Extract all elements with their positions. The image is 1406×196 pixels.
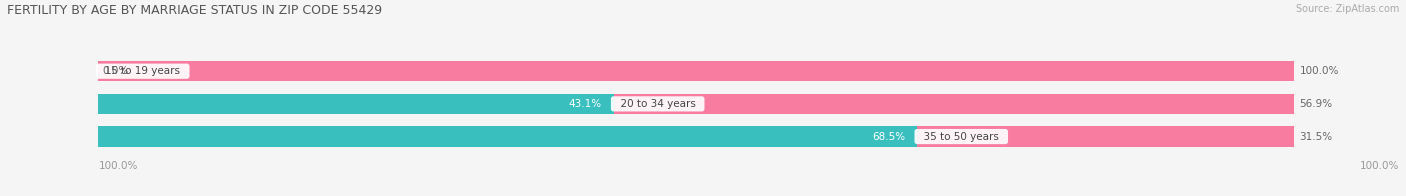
Text: 20 to 34 years: 20 to 34 years: [613, 99, 702, 109]
Text: Source: ZipAtlas.com: Source: ZipAtlas.com: [1295, 4, 1399, 14]
Text: 0.0%: 0.0%: [103, 66, 128, 76]
Text: 35 to 50 years: 35 to 50 years: [917, 132, 1005, 142]
Text: 31.5%: 31.5%: [1299, 132, 1333, 142]
Bar: [613, 94, 1294, 114]
Text: 68.5%: 68.5%: [872, 132, 905, 142]
Text: FERTILITY BY AGE BY MARRIAGE STATUS IN ZIP CODE 55429: FERTILITY BY AGE BY MARRIAGE STATUS IN Z…: [7, 4, 382, 17]
Text: 15 to 19 years: 15 to 19 years: [98, 66, 187, 76]
Bar: [98, 94, 1294, 114]
Text: 100.0%: 100.0%: [1360, 161, 1399, 171]
Bar: [917, 126, 1294, 147]
Bar: [98, 126, 1294, 147]
Text: 43.1%: 43.1%: [568, 99, 602, 109]
Text: 56.9%: 56.9%: [1299, 99, 1333, 109]
Bar: [98, 61, 1294, 81]
Text: 100.0%: 100.0%: [98, 161, 138, 171]
Bar: [98, 94, 613, 114]
Bar: [98, 126, 917, 147]
Bar: [98, 61, 1294, 81]
Text: 100.0%: 100.0%: [1299, 66, 1339, 76]
